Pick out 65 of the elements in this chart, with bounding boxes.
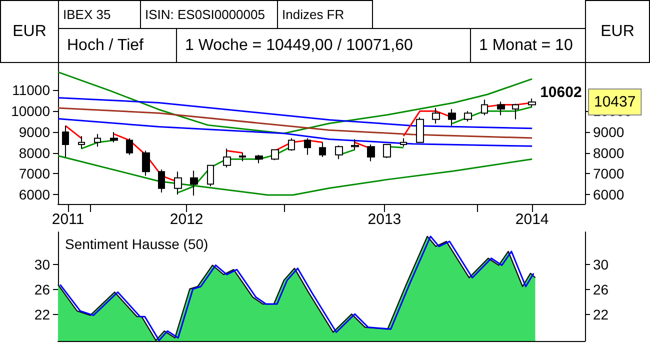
candlestick	[94, 134, 101, 148]
y-axis-title: EUR	[0, 0, 59, 63]
candlestick	[464, 110, 472, 122]
y-tick-label: 8000	[18, 144, 50, 161]
candlestick	[432, 107, 440, 124]
y2-tick-label: 6000	[593, 186, 624, 203]
y2-tick-label: 9000	[593, 124, 624, 140]
y2-tick-label: 26	[593, 282, 609, 298]
x-tick-label: 2014	[515, 211, 549, 228]
candlestick	[190, 170, 198, 196]
candlestick	[142, 150, 150, 176]
candlestick	[223, 148, 231, 168]
candlestick	[126, 138, 133, 156]
chart-title: Sentiment Hausse (50)	[65, 236, 208, 252]
candlestick	[271, 149, 279, 161]
text: Hoch / Tief	[58, 28, 177, 63]
candlestick	[78, 136, 85, 150]
y2-tick-label: 7000	[593, 166, 624, 182]
line-series	[57, 118, 533, 147]
x-tick-label: 2013	[368, 211, 402, 228]
candlestick	[62, 125, 69, 158]
candlestick	[304, 138, 311, 156]
y-tick-label: 26	[34, 282, 50, 298]
candlestick	[207, 164, 214, 187]
candlestick	[110, 131, 118, 143]
line-series	[57, 96, 533, 130]
line-series	[57, 107, 533, 139]
text: 1 Woche = 10449,00 / 10071,60	[176, 28, 471, 63]
y-tick-label: 7000	[18, 166, 50, 182]
y-tick-label: 6000	[18, 186, 50, 203]
candlestick	[335, 145, 343, 160]
text: ISIN: ES0SI0000005	[140, 0, 278, 29]
y2-axis-title: EUR	[585, 0, 650, 63]
x-tick-label: 2011	[52, 211, 84, 228]
candlestick	[497, 101, 505, 116]
candlestick	[158, 169, 165, 194]
candlestick	[239, 152, 246, 162]
x-tick-label: 2012	[170, 211, 204, 228]
y-tick-label: 22	[34, 306, 50, 323]
candlestick	[367, 144, 375, 162]
candlestick	[481, 99, 488, 116]
y-tick-label: 30	[34, 256, 50, 273]
candlestick	[255, 154, 263, 164]
chart-title: IBEX 35	[58, 0, 141, 29]
text: 1 Monat = 10	[470, 28, 586, 63]
candlestick	[448, 108, 456, 126]
y-tick-label: 9000	[18, 124, 50, 140]
candlestick	[528, 98, 536, 108]
candlestick	[351, 138, 359, 150]
text: Indizes FR	[277, 0, 373, 29]
y2-tick-label: 30	[593, 256, 609, 273]
line-series	[57, 71, 533, 134]
y-tick-label: 11000	[12, 82, 50, 98]
y-tick-label: 10000	[11, 103, 50, 120]
candlestick	[400, 138, 407, 148]
annotation: 10602	[540, 84, 582, 101]
candlestick	[416, 116, 424, 143]
candlestick	[174, 171, 182, 196]
candlestick	[512, 103, 519, 120]
y2-tick-label: 8000	[593, 144, 624, 161]
y2-tick-label: 22	[593, 306, 609, 323]
candlestick	[319, 142, 326, 158]
candlestick	[383, 144, 391, 159]
text: 10437	[594, 93, 636, 110]
candlestick	[288, 138, 295, 152]
